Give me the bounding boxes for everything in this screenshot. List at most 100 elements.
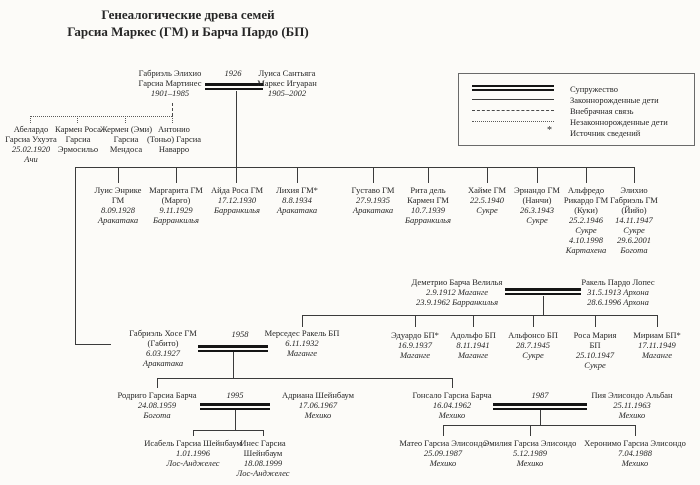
person-detail-line: 28.6.1996 Архона: [587, 297, 649, 307]
person-name-line: Кармен ГМ: [407, 195, 449, 205]
person-detail-line: 31.5.1913 Архона: [587, 287, 649, 297]
person-detail-line: 2.9.1912 Маганге: [426, 287, 488, 297]
person-name-line: Инес Гарсиа: [240, 438, 286, 448]
person-detail-line: 8.11.1941: [456, 340, 490, 350]
person-name-line: Эмилия Гарсиа Элисондо: [483, 438, 577, 448]
illegitimate-drop-line: [172, 116, 173, 123]
person-detail-line: 6.03.1927: [145, 348, 180, 358]
person-ligia-gm: Лихия ГМ* 8.8.1934 Аракатака: [276, 185, 318, 215]
person-name-line: Рикардо ГМ: [563, 195, 609, 205]
person-detail-line: Сукре: [522, 350, 544, 360]
person-name-line: Альфонсо БП: [508, 330, 558, 340]
person-detail-line: Сукре: [476, 205, 498, 215]
person-detail-line: Ачи: [24, 154, 38, 164]
person-name-line: Гарсиа: [65, 134, 91, 144]
legend-label: Законнорожденные дети: [570, 94, 659, 105]
person-adriana-sheinbaum: Адриана Шейнбаум 17.06.1967 Мехико: [282, 390, 354, 420]
person-name-line: Элихио: [620, 185, 648, 195]
person-luisa-santiaga-marquez: Луиса Сантьяга Маркес Игуаран 1905–2002: [257, 68, 317, 98]
rodrigo-children-sibling-line: [193, 430, 263, 431]
person-detail-line: 24.08.1959: [137, 400, 177, 410]
person-detail-line: 25.11.1963: [613, 400, 651, 410]
legend-row-legitimate: Законнорожденные дети: [472, 94, 694, 105]
child-tick: [118, 167, 119, 183]
child-tick: [595, 315, 596, 327]
person-detail-line: Мехико: [516, 458, 544, 468]
person-detail-line: 25.02.1920: [11, 144, 51, 154]
person-name-line: Габриэль ГМ: [610, 195, 658, 205]
person-name-line: Гарсиа Ухуэта: [5, 134, 57, 144]
person-name-line: Мириам БП*: [633, 330, 681, 340]
person-name-line: Шейнбаум: [243, 448, 283, 458]
person-detail-line: 29.6.2001: [616, 235, 651, 245]
legend-row-source: * Источник сведений: [472, 125, 694, 138]
person-mercedes-raquel-bp: Мерседес Ракель БП 6.11.1932 Маганге: [265, 328, 340, 358]
person-name-line: Адриана Шейнбаум: [281, 390, 355, 400]
person-detail-line: Маганге: [286, 348, 318, 358]
gm-sibling-line: [75, 167, 635, 168]
person-rosa-maria-bp: Роса Мария БП 25.10.1947 Сукре: [574, 330, 617, 370]
person-detail-line: 27.9.1935: [356, 195, 390, 205]
person-luis-enrique-gm: Луис Энрике ГМ 8.09.1928 Аракатака: [95, 185, 142, 225]
person-isabel-garcia-sheinbaum: Исабель Гарсиа Шейнбаум 1.01.1996 Лос-Андж…: [144, 438, 242, 468]
person-detail-line: 5.12.1989: [513, 448, 547, 458]
person-antonio-garcia: Антонио (Тоньо) Гарсиа Наварро: [147, 124, 201, 154]
illegitimate-drop-line: [77, 116, 78, 123]
person-gonzalo-garcia-barcha: Гонсало Гарсиа Барча 16.04.1962 Мехико: [413, 390, 492, 420]
person-name-line: Хайме ГМ: [467, 185, 507, 195]
child-tick: [487, 167, 488, 183]
person-detail-line: Маганге: [457, 350, 489, 360]
marriage-descent-line: [233, 352, 234, 378]
person-detail-line: Сукре: [575, 225, 597, 235]
gabito-connector-line: [75, 344, 111, 345]
person-detail-line: 16.9.1937: [398, 340, 432, 350]
person-detail-line: 17.11.1949: [638, 340, 676, 350]
double-line-icon: [472, 84, 554, 93]
person-name-line: БП: [589, 340, 601, 350]
legend-label: Незаконнорожденные дети: [570, 116, 668, 127]
person-name-line: Деметрио Барча Велилья: [411, 277, 503, 287]
person-name-line: Кармен Роса: [55, 124, 101, 134]
marriage-bar-bp-parents: [505, 288, 581, 295]
child-tick: [428, 167, 429, 183]
person-detail-line: 8.8.1934: [282, 195, 312, 205]
person-detail-line: Маганге: [399, 350, 431, 360]
legend-box: Супружество Законнорожденные дети Внебра…: [458, 73, 695, 146]
person-name-line: Эрмосильо: [57, 144, 99, 154]
child-tick: [297, 167, 298, 183]
person-name-line: Эдуардо БП*: [391, 330, 439, 340]
marriage-descent-line: [235, 410, 236, 430]
person-name-line: Габриэль Элихио: [138, 68, 202, 78]
person-detail-line: 9.11.1929: [159, 205, 193, 215]
child-tick: [634, 167, 635, 183]
person-name-line: Эрнандо ГМ: [514, 185, 560, 195]
person-detail-line: Барранкилья: [153, 215, 199, 225]
person-rita-del-carmen-gm: Рита дель Кармен ГМ 10.7.1939 Барранкилья: [405, 185, 451, 225]
solid-line-icon: [472, 95, 554, 104]
person-detail-line: 25.2.1946: [569, 215, 603, 225]
person-detail-line: 17.12.1930: [217, 195, 257, 205]
person-name-line: Маргарита ГМ: [149, 185, 203, 195]
illegitimate-drop-line: [30, 116, 31, 123]
person-gabriel-eligio-garcia: Габриэль Элихио Гарсиа Мартинес 1901–1985: [139, 68, 202, 98]
person-germaine-garcia: Жермен (Эми) Гарсиа Мендоса: [100, 124, 152, 154]
person-name-line: Жермен (Эми): [99, 124, 153, 134]
marriage-descent-line: [543, 296, 544, 315]
person-name-line: Адольфо БП: [450, 330, 496, 340]
person-detail-line: 14.11.1947: [615, 215, 653, 225]
person-eduardo-bp: Эдуардо БП* 16.9.1937 Маганге: [391, 330, 439, 360]
person-detail-line: 1.01.1996: [176, 448, 210, 458]
dotted-line-icon: [472, 117, 554, 126]
person-name-line: Матео Гарсиа Элисондо: [399, 438, 487, 448]
person-ines-garcia-sheinbaum: Инес Гарсиа Шейнбаум 18.08.1999 Лос-Анджеле…: [236, 438, 289, 478]
person-detail-line: Мехико: [621, 458, 649, 468]
person-raquel-pardo: Ракель Пардо Лопес 31.5.1913 Архона 28.6.1…: [581, 277, 654, 307]
person-name-line: Рита дель: [410, 185, 446, 195]
person-detail-line: Лос-Анджелес: [236, 468, 290, 478]
gonzalo-children-sibling-line: [443, 425, 635, 426]
child-tick: [635, 425, 636, 436]
person-detail-line: 10.7.1939: [410, 205, 445, 215]
person-detail-line: Сукре: [584, 360, 606, 370]
marriage-year-1995: 1995: [226, 390, 244, 400]
